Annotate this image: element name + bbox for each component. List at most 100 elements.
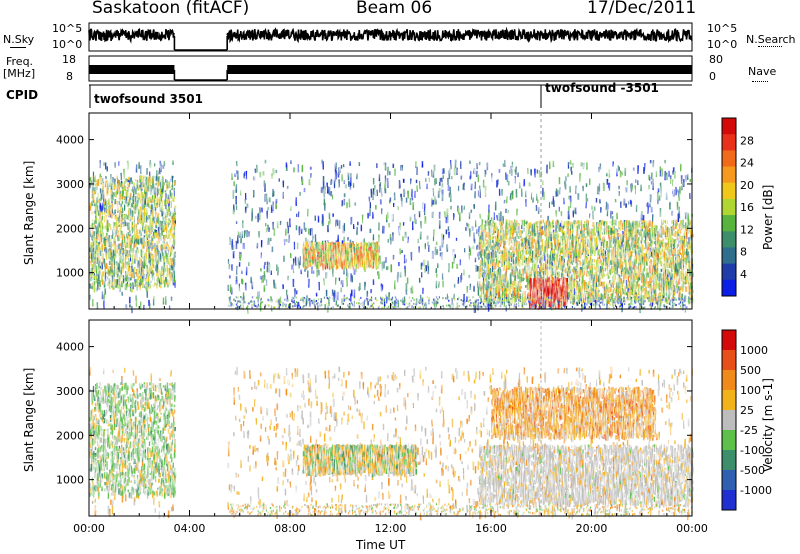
power-cell bbox=[328, 221, 330, 225]
power-cell-region-0 bbox=[132, 248, 134, 253]
power-cell-region-0 bbox=[155, 265, 157, 271]
power-cell bbox=[329, 187, 331, 195]
power-cell bbox=[460, 161, 462, 169]
power-cell bbox=[460, 275, 462, 282]
power-cell bbox=[553, 161, 555, 167]
power-cell bbox=[414, 191, 416, 198]
power-cell-region-0 bbox=[165, 206, 167, 209]
power-cell bbox=[637, 165, 639, 174]
power-cell bbox=[420, 221, 422, 228]
power-cell-region-0 bbox=[139, 180, 141, 183]
power-cell bbox=[380, 199, 382, 204]
power-cell bbox=[474, 168, 476, 174]
power-cell-region-0 bbox=[129, 267, 131, 271]
power-cell-region-2 bbox=[593, 259, 595, 262]
power-cell bbox=[650, 194, 652, 202]
power-cell bbox=[521, 189, 523, 197]
power-cell bbox=[118, 161, 120, 166]
power-cell bbox=[260, 268, 262, 271]
power-cell-region-0 bbox=[150, 210, 152, 216]
power-cell-region-2 bbox=[629, 274, 631, 278]
power-cell-region-0 bbox=[126, 250, 128, 254]
power-cell-region-1 bbox=[356, 250, 358, 256]
power-cell bbox=[424, 211, 426, 215]
power-cell bbox=[239, 232, 241, 238]
power-cell-region-0 bbox=[141, 238, 143, 244]
power-cell bbox=[244, 231, 246, 237]
power-cell bbox=[277, 221, 279, 228]
power-cell bbox=[549, 202, 551, 208]
power-cell-region-0 bbox=[153, 273, 155, 280]
power-cell bbox=[233, 210, 235, 215]
power-cell bbox=[346, 278, 348, 287]
power-cell bbox=[171, 297, 173, 301]
power-cell bbox=[461, 205, 463, 213]
power-cell bbox=[269, 265, 271, 273]
power-cell-region-0 bbox=[138, 209, 140, 213]
power-cell-region-0 bbox=[157, 181, 159, 188]
power-cell bbox=[361, 225, 363, 232]
power-cell bbox=[163, 298, 165, 305]
power-cell-region-1 bbox=[346, 244, 348, 249]
power-cell bbox=[267, 262, 269, 266]
power-cell bbox=[255, 216, 257, 219]
power-cell-region-0 bbox=[99, 280, 101, 287]
power-cell bbox=[256, 165, 258, 173]
power-cell bbox=[437, 249, 439, 255]
power-cell-region-0 bbox=[169, 247, 171, 251]
power-cell bbox=[164, 161, 166, 166]
power-cell bbox=[616, 168, 618, 176]
power-cell bbox=[389, 171, 391, 175]
power-cell bbox=[106, 166, 108, 171]
power-cell-region-0 bbox=[137, 250, 139, 254]
power-cell bbox=[240, 238, 242, 243]
power-cell bbox=[507, 174, 509, 182]
power-cell bbox=[636, 205, 638, 212]
power-cell bbox=[565, 180, 567, 188]
power-cell bbox=[297, 243, 299, 249]
power-cell bbox=[442, 169, 444, 175]
power-cell bbox=[335, 301, 337, 306]
power-cell bbox=[436, 242, 438, 245]
power-cell-region-1 bbox=[360, 244, 362, 246]
power-cell bbox=[679, 186, 681, 194]
power-cell bbox=[288, 226, 290, 234]
power-cell-region-1 bbox=[371, 253, 373, 260]
power-cell bbox=[501, 189, 503, 196]
power-cell-region-2 bbox=[586, 289, 588, 291]
power-cell-region-1 bbox=[336, 255, 338, 259]
power-cell-region-0 bbox=[97, 285, 99, 290]
power-cell bbox=[345, 184, 347, 188]
power-cell-region-0 bbox=[117, 279, 119, 285]
power-cell bbox=[431, 170, 433, 177]
power-cell-region-0 bbox=[155, 225, 157, 228]
power-cell bbox=[367, 213, 369, 219]
power-cell bbox=[440, 246, 442, 252]
power-cell-region-2 bbox=[625, 274, 627, 279]
power-cell bbox=[615, 199, 617, 202]
power-cell bbox=[542, 188, 544, 197]
power-cell bbox=[337, 292, 339, 301]
power-cell-region-0 bbox=[134, 235, 136, 238]
power-cell bbox=[260, 276, 262, 280]
power-cell-region-0 bbox=[98, 200, 100, 202]
power-cell-region-0 bbox=[127, 202, 129, 207]
power-cell-region-0 bbox=[125, 197, 127, 204]
power-cell bbox=[670, 175, 672, 179]
power-cell-region-0 bbox=[123, 176, 125, 179]
power-cell bbox=[648, 185, 650, 189]
power-cell bbox=[96, 197, 98, 203]
power-cell bbox=[310, 167, 312, 170]
power-cell bbox=[476, 171, 478, 177]
power-cell bbox=[324, 186, 326, 194]
power-cell bbox=[296, 290, 298, 294]
power-cell bbox=[229, 264, 231, 269]
power-cell-region-0 bbox=[128, 258, 130, 265]
power-cell-region-0 bbox=[100, 241, 102, 245]
power-cell-region-1 bbox=[322, 245, 324, 248]
power-cell-region-0 bbox=[153, 195, 155, 200]
power-cell bbox=[461, 176, 463, 180]
power-cell-region-0 bbox=[126, 233, 128, 237]
power-cell-region-0 bbox=[142, 269, 144, 275]
power-cell-region-1 bbox=[316, 242, 318, 249]
